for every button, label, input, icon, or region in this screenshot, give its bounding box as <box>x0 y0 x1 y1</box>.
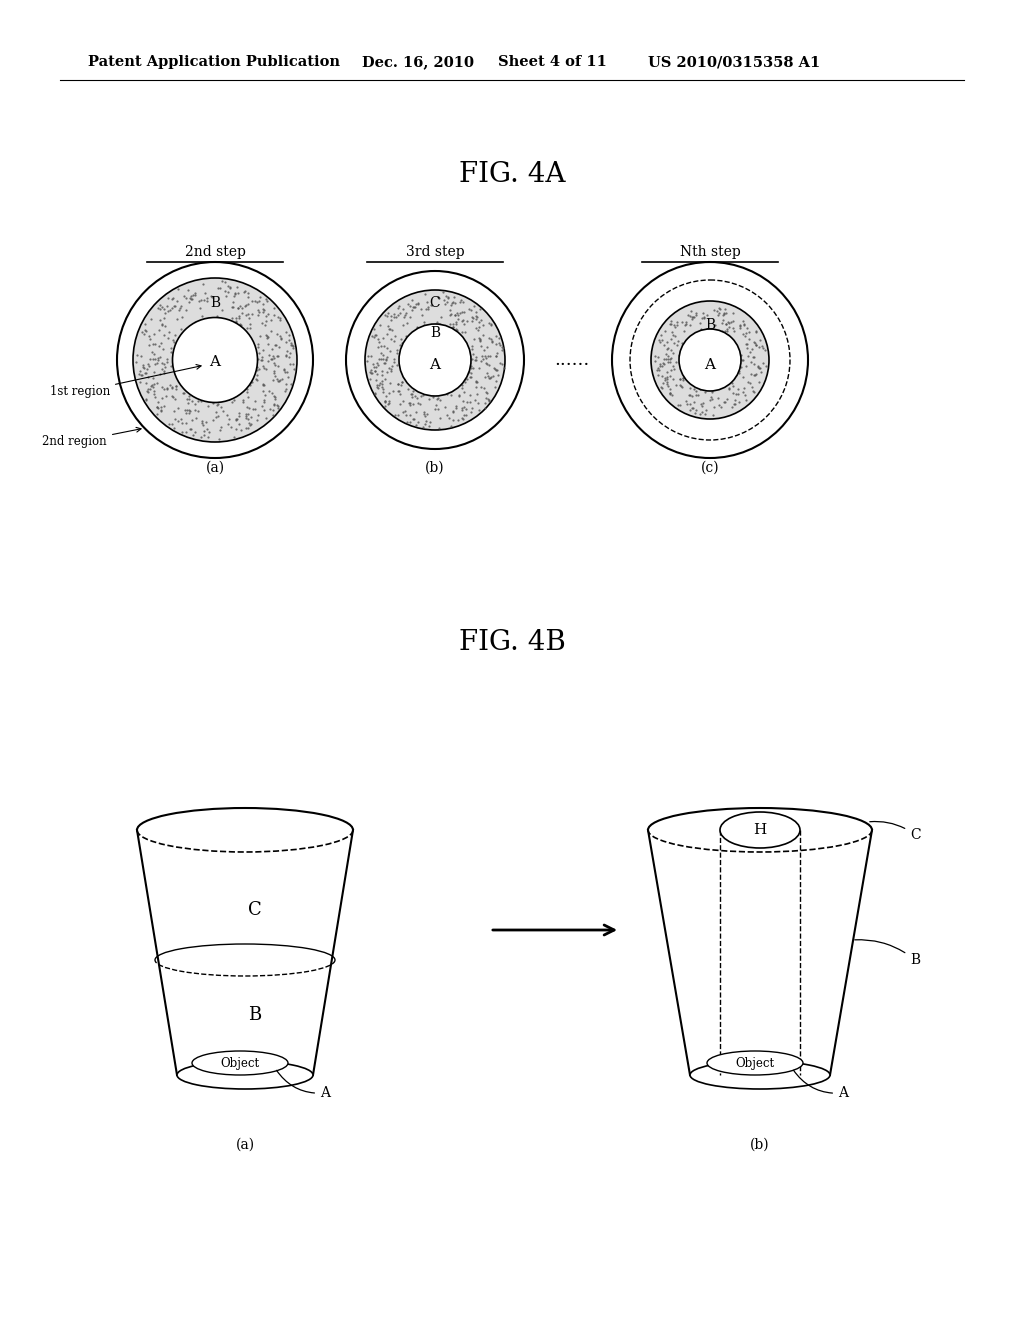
Text: C: C <box>430 296 440 310</box>
Text: Object: Object <box>220 1056 259 1069</box>
Text: 3rd step: 3rd step <box>406 246 464 259</box>
Text: B: B <box>210 296 220 310</box>
Text: B: B <box>249 1006 261 1024</box>
Text: Sheet 4 of 11: Sheet 4 of 11 <box>498 55 607 69</box>
Ellipse shape <box>365 290 505 430</box>
Text: A: A <box>794 1071 848 1100</box>
Text: A: A <box>429 358 440 372</box>
Ellipse shape <box>707 1051 803 1074</box>
Text: B: B <box>430 326 440 341</box>
Text: C: C <box>869 821 921 842</box>
Ellipse shape <box>630 280 790 440</box>
Text: FIG. 4A: FIG. 4A <box>459 161 565 189</box>
Ellipse shape <box>172 318 257 403</box>
Ellipse shape <box>399 323 471 396</box>
Text: Dec. 16, 2010: Dec. 16, 2010 <box>362 55 474 69</box>
Text: ......: ...... <box>554 351 590 370</box>
Ellipse shape <box>346 271 524 449</box>
Text: (c): (c) <box>700 461 719 475</box>
Text: H: H <box>754 822 767 837</box>
Ellipse shape <box>690 1061 830 1089</box>
Ellipse shape <box>193 1051 288 1074</box>
Ellipse shape <box>133 279 297 442</box>
Text: 1st region: 1st region <box>50 364 201 399</box>
Text: (a): (a) <box>236 1138 255 1152</box>
Text: (b): (b) <box>751 1138 770 1152</box>
Text: B: B <box>855 940 921 968</box>
Ellipse shape <box>651 301 769 418</box>
Text: (b): (b) <box>425 461 444 475</box>
Text: C: C <box>248 902 262 919</box>
Text: (a): (a) <box>206 461 224 475</box>
Text: A: A <box>705 358 716 372</box>
Text: FIG. 4B: FIG. 4B <box>459 628 565 656</box>
Text: US 2010/0315358 A1: US 2010/0315358 A1 <box>648 55 820 69</box>
Text: Nth step: Nth step <box>680 246 740 259</box>
Text: A: A <box>210 355 220 370</box>
Ellipse shape <box>177 1061 313 1089</box>
Text: 2nd step: 2nd step <box>184 246 246 259</box>
Ellipse shape <box>612 261 808 458</box>
Text: Patent Application Publication: Patent Application Publication <box>88 55 340 69</box>
Ellipse shape <box>679 329 741 391</box>
Text: 2nd region: 2nd region <box>42 428 141 449</box>
Text: Object: Object <box>735 1056 774 1069</box>
Text: B: B <box>705 318 715 333</box>
Ellipse shape <box>720 812 800 847</box>
Ellipse shape <box>117 261 313 458</box>
Text: A: A <box>276 1071 330 1100</box>
